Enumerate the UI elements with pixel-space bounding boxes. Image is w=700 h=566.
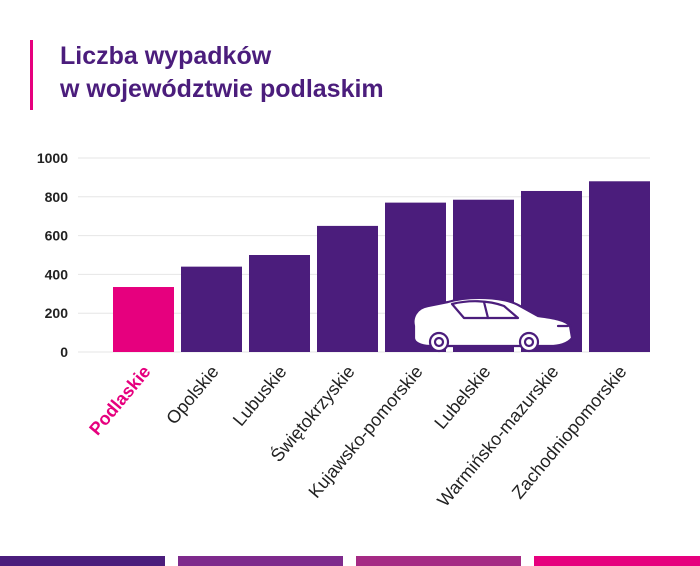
category-label: Lubuskie bbox=[229, 362, 291, 430]
y-tick-label: 600 bbox=[45, 228, 69, 244]
footer-bar-4 bbox=[534, 556, 700, 566]
category-label: Warmińsko-mazurskie bbox=[433, 362, 562, 511]
y-tick-label: 200 bbox=[45, 305, 69, 321]
category-label: Podlaskie bbox=[85, 362, 154, 439]
bar-opolskie bbox=[181, 266, 242, 352]
chart-title-line-1: Liczba wypadków bbox=[60, 42, 272, 70]
category-labels: Podlaskie Opolskie LubuskieŚwiętokrzyskieK… bbox=[85, 361, 630, 510]
footer-bar-3 bbox=[356, 556, 521, 566]
chart-title-line-2: w województwie podlaskim bbox=[60, 75, 384, 103]
footer-bar-1 bbox=[0, 556, 165, 566]
category-label: Lubelskie bbox=[430, 362, 494, 433]
category-label: Opolskie bbox=[162, 362, 222, 429]
bar-podlaskie bbox=[113, 287, 174, 352]
bar-świętokrzyskie bbox=[317, 225, 378, 352]
bar-zachodniopomorskie bbox=[589, 181, 650, 352]
car-outline-icon bbox=[412, 296, 574, 353]
bar-lubuskie bbox=[249, 255, 310, 352]
title-block: Liczba wypadków w województwie podlaskim bbox=[30, 40, 384, 110]
y-tick-label: 1000 bbox=[37, 150, 68, 166]
footer-bar-2 bbox=[178, 556, 343, 566]
y-axis-ticks: 0 200 400 600 800 1000 bbox=[37, 150, 68, 360]
category-label: Kujawsko-pomorskie bbox=[305, 362, 427, 502]
y-tick-label: 0 bbox=[60, 344, 68, 360]
category-label: Zachodniopomorskie bbox=[508, 362, 631, 503]
y-tick-label: 400 bbox=[45, 266, 69, 282]
y-tick-label: 800 bbox=[45, 189, 69, 205]
